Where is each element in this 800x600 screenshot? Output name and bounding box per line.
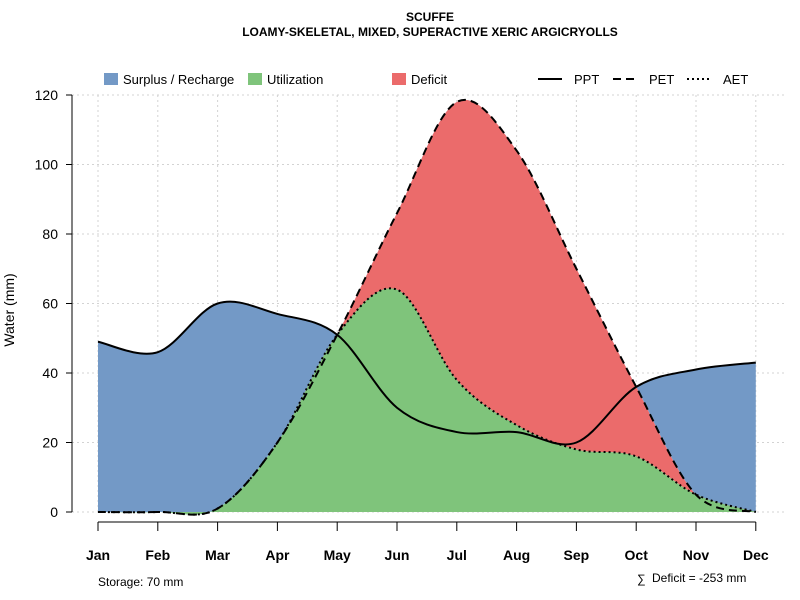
series-line-ppt — [97, 300, 756, 446]
y-tick-label: 120 — [35, 87, 59, 103]
chart-title: SCUFFE — [406, 10, 454, 24]
x-tick-label: Jul — [447, 547, 467, 563]
y-tick-label: 100 — [35, 157, 59, 173]
legend-label: Deficit — [411, 72, 448, 87]
x-tick-label: Jan — [86, 547, 110, 563]
storage-label: Storage: 70 mm — [98, 575, 183, 589]
x-tick-label: Apr — [265, 547, 290, 563]
chart-subtitle: LOAMY-SKELETAL, MIXED, SUPERACTIVE XERIC… — [242, 25, 618, 39]
series-line-pet — [97, 99, 757, 516]
deficit-symbol: ∑ — [637, 572, 646, 586]
x-tick-label: Aug — [503, 547, 530, 563]
y-tick-label: 0 — [50, 504, 58, 520]
x-tick-label: Sep — [564, 547, 590, 563]
y-tick-label: 60 — [42, 296, 58, 312]
y-tick-label: 40 — [42, 365, 58, 381]
legend-swatch-surplus-recharge — [104, 73, 118, 85]
legend: Surplus / Recharge Utilization Deficit PPT P… — [104, 72, 748, 87]
legend-label: PET — [649, 72, 674, 87]
y-tick-label: 80 — [42, 226, 58, 242]
x-tick-label: Oct — [625, 547, 649, 563]
legend-label: Utilization — [267, 72, 323, 87]
x-tick-label: Jun — [385, 547, 410, 563]
y-tick-label: 20 — [42, 435, 58, 451]
axes: 0 20 40 60 80 100 120 Jan Feb Mar Apr May Jun Jul Aug S… — [35, 87, 769, 563]
x-tick-label: Feb — [145, 547, 170, 563]
legend-swatch-deficit — [392, 73, 406, 85]
series-lines — [97, 99, 757, 516]
legend-label: PPT — [574, 72, 599, 87]
x-tick-label: Dec — [743, 547, 769, 563]
legend-label: Surplus / Recharge — [123, 72, 234, 87]
legend-label: AET — [723, 72, 748, 87]
area-deficit — [98, 99, 756, 515]
areas — [98, 99, 756, 515]
y-axis-label: Water (mm) — [1, 273, 17, 346]
deficit-label: Deficit = -253 mm — [652, 571, 746, 585]
x-tick-label: Mar — [205, 547, 230, 563]
area-utilization — [98, 288, 756, 515]
x-tick-label: Nov — [683, 547, 710, 563]
legend-swatch-utilization — [248, 73, 262, 85]
x-tick-label: May — [324, 547, 351, 563]
